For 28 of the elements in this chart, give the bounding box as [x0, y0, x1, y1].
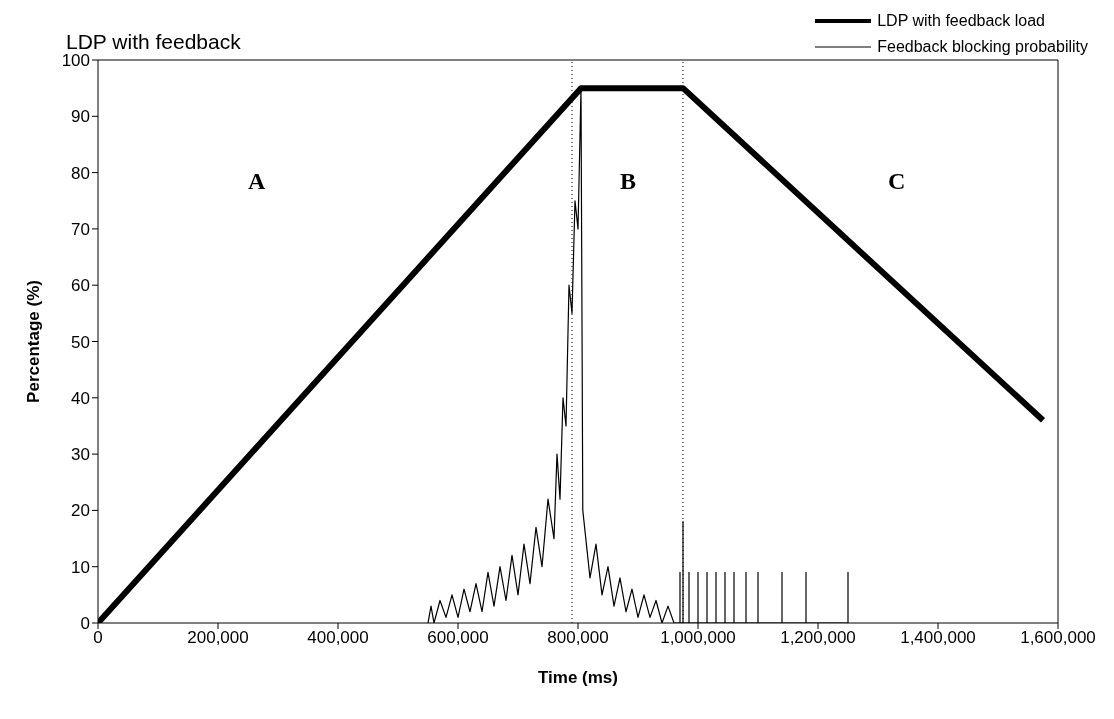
- chart-title: LDP with feedback: [66, 30, 241, 54]
- y-tick-label: 40: [71, 388, 90, 408]
- x-tick-label: 600,000: [427, 628, 489, 648]
- annotation: A: [248, 168, 266, 195]
- y-tick-label: 10: [71, 557, 90, 577]
- x-tick-label: 1,600,000: [1020, 628, 1096, 648]
- annotation: B: [620, 168, 637, 195]
- y-tick-label: 100: [61, 51, 90, 71]
- x-axis-title: Time (ms): [538, 668, 618, 687]
- y-tick-label: 70: [71, 219, 90, 239]
- legend-label: Feedback blocking probability: [877, 38, 1088, 56]
- x-tick-label: 1,200,000: [780, 628, 856, 648]
- y-tick-label: 90: [71, 107, 90, 127]
- x-tick-label: 0: [93, 628, 103, 648]
- x-tick-label: 800,000: [547, 628, 609, 648]
- legend-label: LDP with feedback load: [877, 12, 1046, 30]
- x-tick-label: 200,000: [187, 628, 249, 648]
- y-tick-label: 50: [71, 332, 90, 352]
- y-axis-title: Percentage (%): [24, 280, 44, 403]
- x-tick-label: 1,400,000: [900, 628, 976, 648]
- y-tick-label: 80: [71, 163, 90, 183]
- y-tick-label: 20: [71, 501, 90, 521]
- y-tick-label: 60: [71, 276, 90, 296]
- y-tick-label: 30: [71, 445, 90, 465]
- y-tick-label: 0: [80, 614, 90, 634]
- annotation: C: [888, 168, 906, 195]
- x-tick-label: 1,000,000: [660, 628, 736, 648]
- x-tick-label: 400,000: [307, 628, 369, 648]
